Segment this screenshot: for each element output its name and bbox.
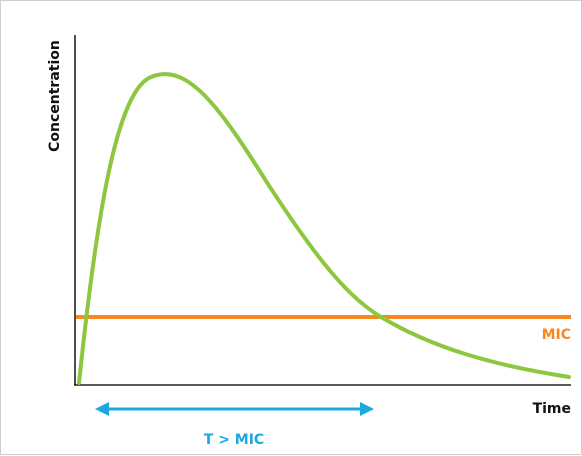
x-axis-label: Time (533, 401, 571, 417)
y-axis-label: Concentration (47, 40, 63, 152)
t-mic-arrow-left-head (95, 402, 109, 416)
t-mic-arrow-right-head (360, 402, 374, 416)
concentration-curve (77, 72, 571, 385)
t-above-mic-label: T > MIC (204, 432, 264, 448)
mic-label: MIC (542, 327, 571, 343)
